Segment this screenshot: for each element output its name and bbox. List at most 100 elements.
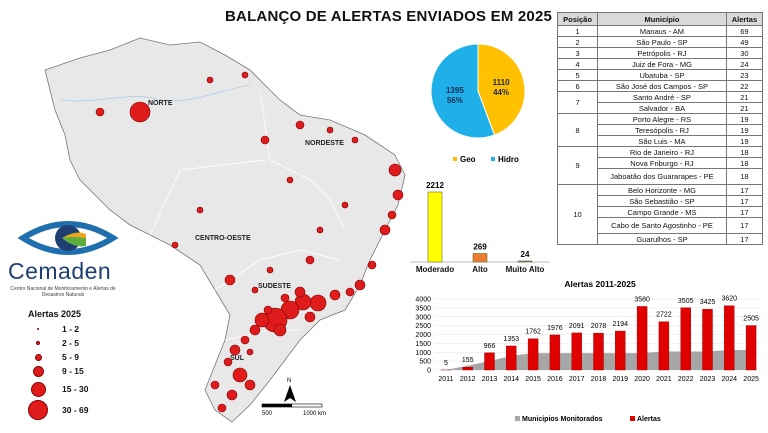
- alert-circle: [379, 224, 391, 236]
- circle-size-icon: [28, 400, 48, 420]
- bar-alertas-2012: [462, 367, 473, 371]
- y-tick-label: 4000: [415, 297, 431, 304]
- alert-circle: [341, 201, 349, 209]
- alert-circle: [304, 311, 316, 323]
- legend-swatch: [630, 416, 635, 421]
- position-cell: 1: [556, 25, 599, 37]
- alert-circle: [345, 287, 355, 297]
- alert-circle: [266, 266, 274, 274]
- table-row: 3 Petrópolis - RJ 30: [556, 47, 764, 59]
- bar-value-label: 1762: [525, 329, 541, 336]
- municipality-cell: Manaus - AM: [597, 25, 727, 37]
- y-tick-label: 3000: [415, 314, 431, 321]
- legend-item: 1 - 2: [20, 322, 110, 336]
- municipality-cell: Belo Horizonte - MG: [597, 184, 727, 196]
- alerts-cell: 21: [725, 102, 764, 114]
- municipality-cell: Cabo de Santo Agostinho - PE: [597, 217, 727, 234]
- circle-size-icon: [34, 353, 42, 361]
- alert-circle: [392, 189, 404, 201]
- position-cell: 9: [556, 146, 599, 185]
- alert-circle: [263, 305, 273, 315]
- alerts-cell: 21: [725, 91, 764, 103]
- alert-circle: [206, 76, 214, 84]
- alert-circle: [232, 367, 248, 383]
- bar-alertas-2024: [724, 305, 735, 371]
- alert-circle: [329, 289, 341, 301]
- alerts-cell: 17: [725, 184, 764, 196]
- table-row: 5 Ubatuba - SP 23: [556, 69, 764, 81]
- x-tick-label: 2018: [591, 376, 607, 383]
- alert-circle: [210, 380, 220, 390]
- y-tick-label: 2000: [415, 332, 431, 339]
- alerts-cell: 19: [725, 113, 764, 125]
- bar-category-label: Moderado: [415, 265, 455, 274]
- bar-value-label: 2722: [656, 312, 672, 319]
- municipality-cell: São Sebastião - SP: [597, 195, 727, 207]
- alerts-cell: 18: [725, 146, 764, 158]
- alert-circle: [254, 312, 270, 328]
- alert-circle: [351, 136, 359, 144]
- region-label-sudeste: SUDESTE: [258, 283, 291, 290]
- table-row: 1 Manaus - AM 69: [556, 25, 764, 37]
- col-header-position: Posição: [556, 12, 599, 26]
- legend-label: 1 - 2: [62, 324, 80, 334]
- alerts-cell: 17: [725, 233, 764, 245]
- alert-circle: [224, 274, 236, 286]
- municipality-cell: São Luis - MA: [597, 135, 727, 147]
- alert-circle: [388, 163, 402, 177]
- alert-circle: [129, 101, 151, 123]
- x-tick-label: 2017: [569, 376, 585, 383]
- position-cell: 6: [556, 80, 599, 92]
- bar-value-label: 1976: [547, 325, 563, 332]
- pie-percent-label: 44%: [493, 88, 509, 97]
- table-row: 7 Santo André - SP 21: [556, 91, 764, 114]
- bar-alertas-2015: [527, 338, 539, 371]
- table-row: Teresópolis - RJ 19: [558, 124, 764, 136]
- table-row: 4 Juiz de Fora - MG 24: [556, 58, 764, 70]
- legend-item: 5 - 9: [20, 350, 110, 364]
- legend-label: 30 - 69: [62, 405, 89, 415]
- bar-alertas-2025: [745, 325, 757, 371]
- table-row: 8 Porto Alegre - RS 19: [556, 113, 764, 147]
- bar-value-label: 2078: [591, 323, 607, 330]
- table-row: Jaboatão dos Guararapes - PE 18: [558, 168, 764, 185]
- alert-circle: [246, 348, 254, 356]
- col-header-alerts: Alertas: [725, 12, 764, 26]
- logo-name: Cemaden: [8, 258, 112, 284]
- municipality-cell: Campo Grande - MS: [597, 206, 727, 218]
- bar-muito-alto: [517, 260, 533, 263]
- bar-value-label: 269: [473, 242, 487, 251]
- alert-circle: [223, 357, 233, 367]
- bar-alertas-2023: [702, 309, 713, 371]
- alert-circle: [354, 279, 366, 291]
- circle-size-icon: [32, 365, 44, 377]
- x-tick-label: 2023: [700, 376, 716, 383]
- alert-circle: [309, 294, 327, 312]
- alert-circle: [305, 255, 315, 265]
- page-title: BALANÇO DE ALERTAS ENVIADOS EM 2025: [225, 8, 553, 25]
- position-cell: 3: [556, 47, 599, 59]
- bar-alertas-2018: [593, 332, 604, 371]
- position-cell: 10: [556, 184, 599, 245]
- municipality-cell: Nova Friburgo - RJ: [597, 157, 727, 169]
- table-row: Guarulhos - SP 17: [558, 233, 764, 245]
- alert-circle: [260, 135, 270, 145]
- bar-moderado: [427, 191, 443, 263]
- y-tick-label: 2500: [415, 323, 431, 330]
- alert-circle: [95, 107, 105, 117]
- circle-size-icon: [30, 381, 46, 397]
- pie-value-label: 1395: [446, 86, 464, 95]
- alert-circle: [387, 210, 397, 220]
- pie-legend-label: Geo: [460, 155, 476, 164]
- bar-alertas-2022: [680, 307, 691, 371]
- alerts-cell: 24: [725, 58, 764, 70]
- alert-circle: [367, 260, 377, 270]
- x-tick-label: 2012: [460, 376, 476, 383]
- position-cell: 2: [556, 36, 599, 48]
- table-row: 6 São José dos Campos - SP 22: [556, 80, 764, 92]
- bar-alertas-2014: [506, 345, 517, 371]
- municipality-cell: São José dos Campos - SP: [597, 80, 727, 92]
- alert-circle: [241, 71, 249, 79]
- bar-value-label: 5: [444, 360, 448, 367]
